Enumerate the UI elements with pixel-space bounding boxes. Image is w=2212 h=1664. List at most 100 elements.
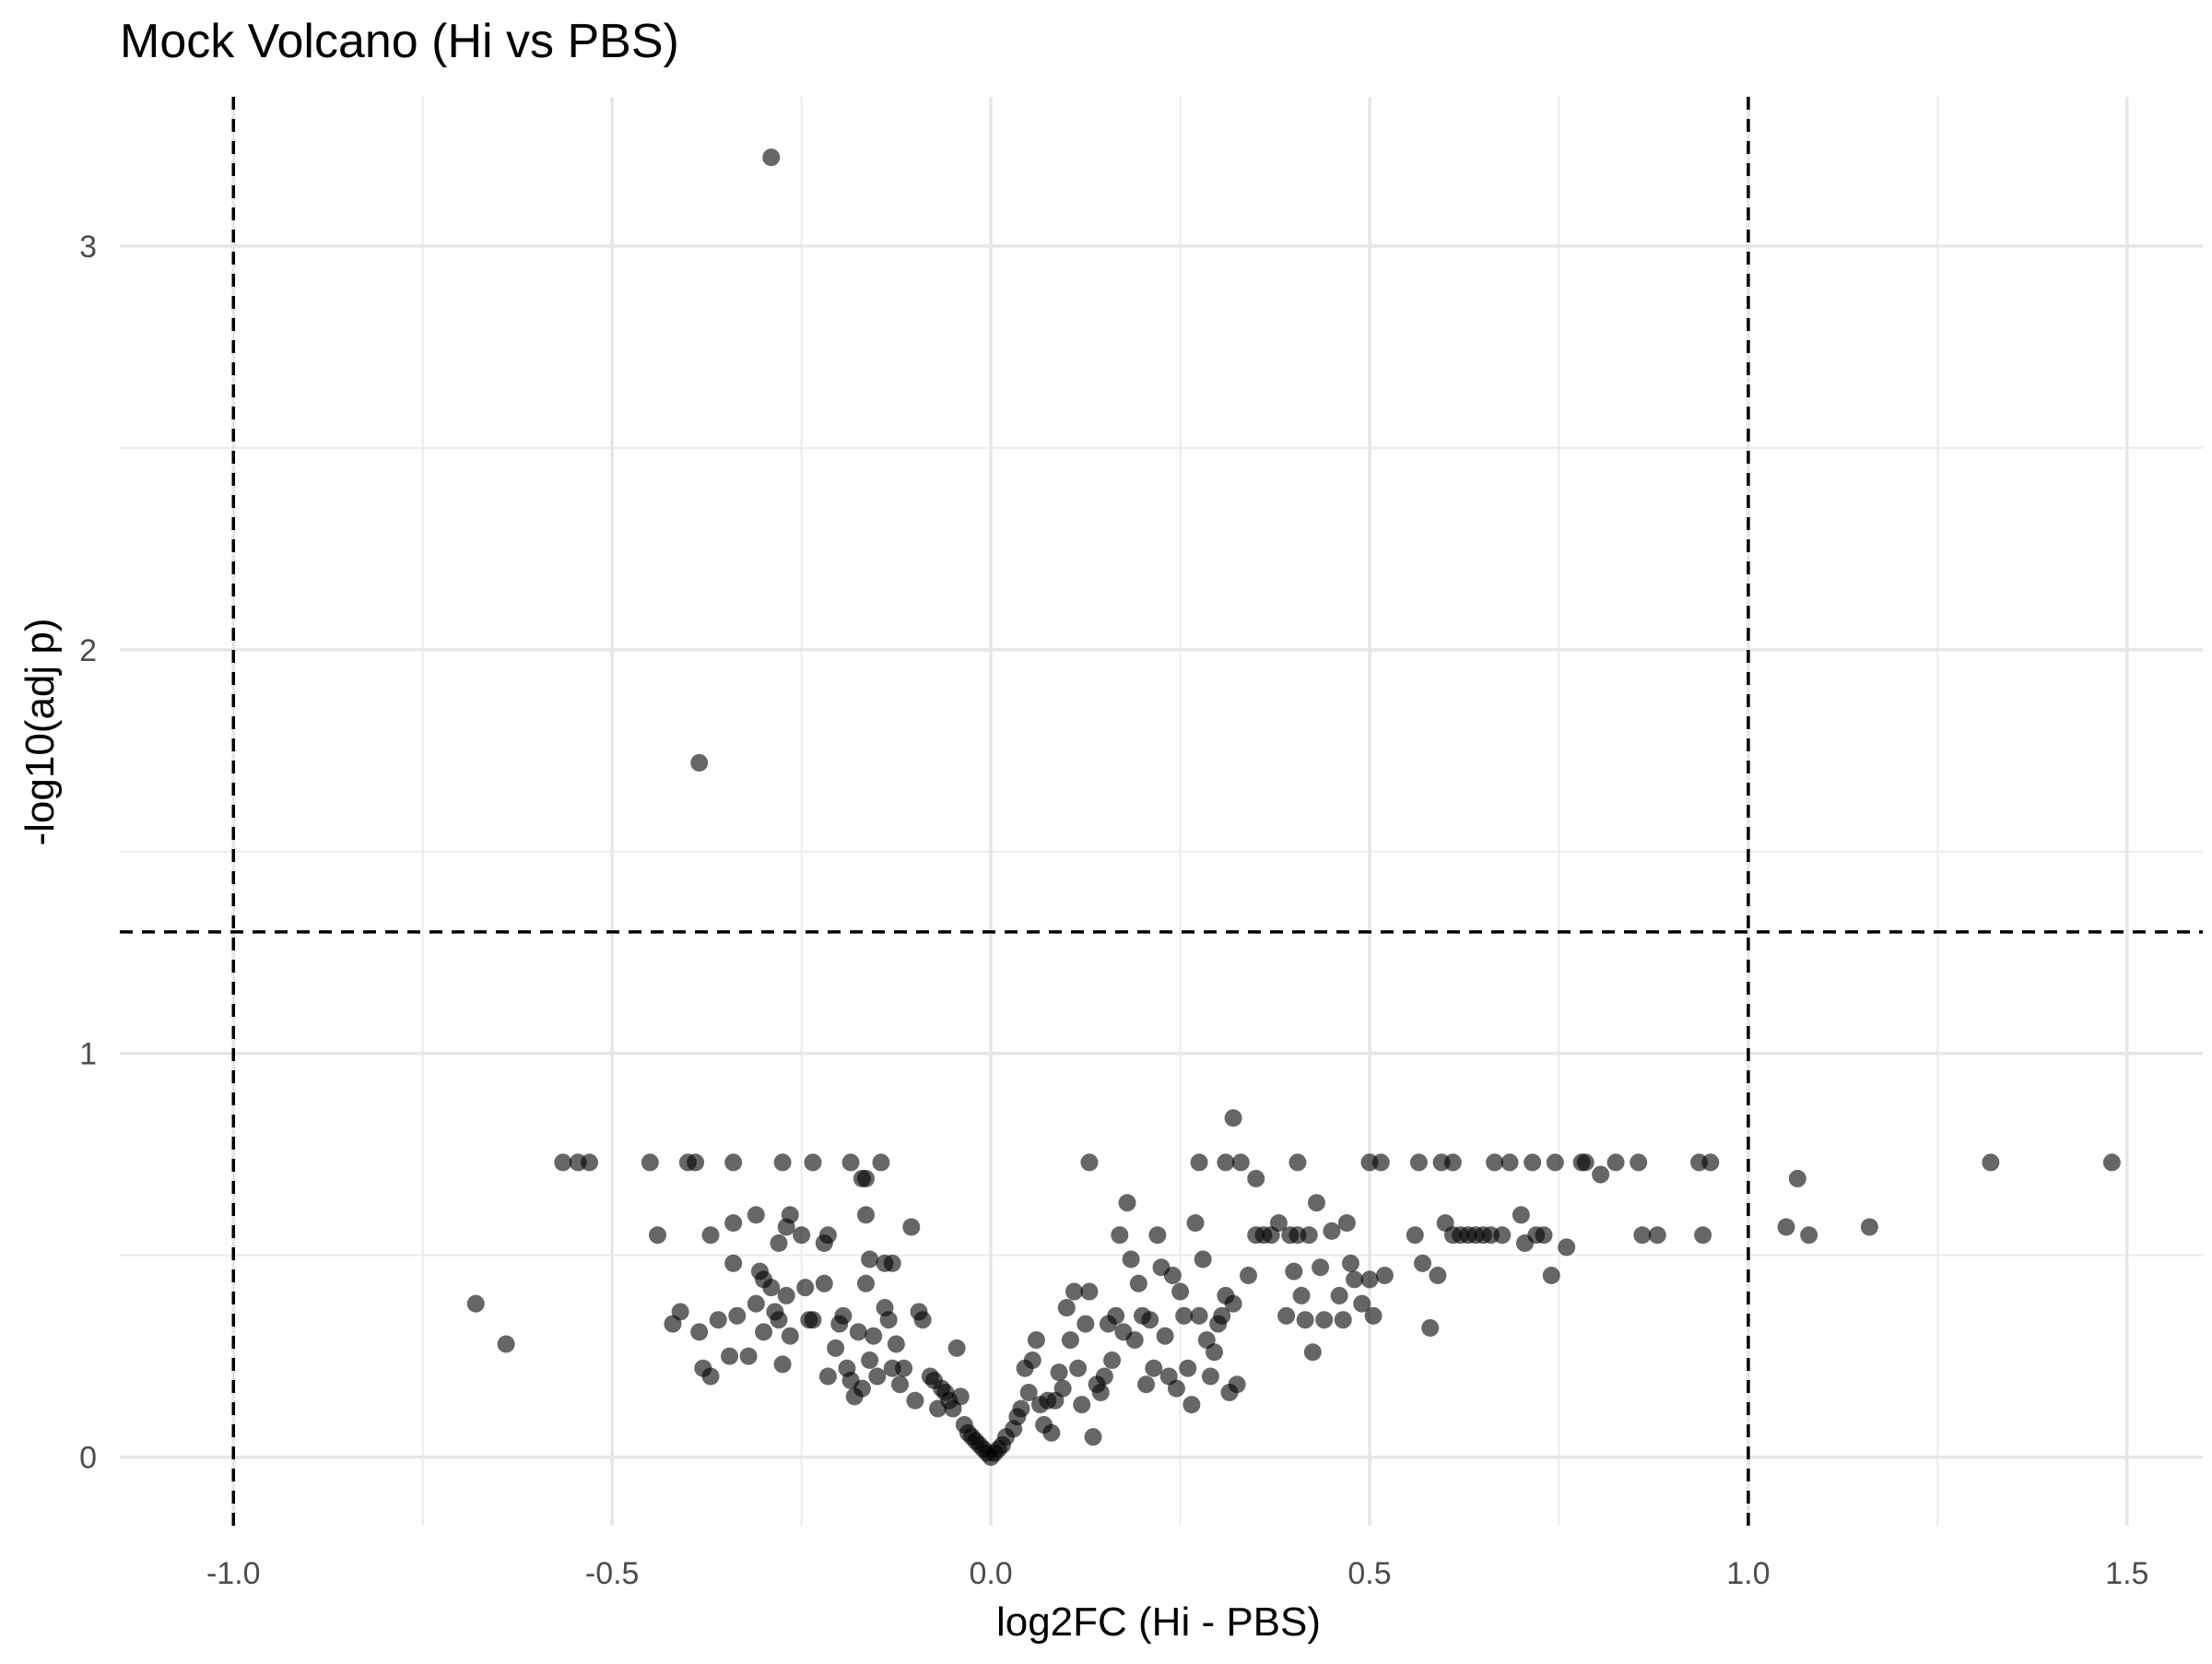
data-point: [1312, 1258, 1330, 1277]
data-point: [1179, 1359, 1197, 1377]
data-point: [1337, 1214, 1356, 1233]
data-point: [690, 753, 709, 772]
data-point: [861, 1250, 879, 1269]
data-point: [1224, 1109, 1242, 1127]
data-point: [1323, 1221, 1341, 1240]
data-point: [1296, 1311, 1314, 1329]
data-point: [1053, 1379, 1072, 1398]
data-point: [1217, 1153, 1235, 1172]
data-point: [1073, 1396, 1091, 1414]
data-point: [849, 1323, 867, 1341]
data-point: [1429, 1267, 1447, 1285]
data-point: [1012, 1399, 1030, 1418]
data-point: [762, 1279, 781, 1297]
data-point: [1122, 1250, 1140, 1269]
data-point: [1694, 1226, 1712, 1245]
data-point: [671, 1303, 689, 1321]
data-point: [641, 1153, 659, 1172]
y-tick-label: 0: [79, 1441, 97, 1476]
data-point: [777, 1286, 795, 1304]
x-tick-label: 0.0: [969, 1556, 1012, 1591]
data-point: [1019, 1384, 1038, 1402]
data-point: [1443, 1153, 1462, 1172]
data-point: [687, 1153, 705, 1172]
data-point: [1360, 1270, 1379, 1289]
data-point: [781, 1206, 799, 1224]
data-point: [1592, 1165, 1610, 1184]
data-point: [755, 1323, 773, 1341]
data-point: [1240, 1267, 1258, 1285]
data-point: [895, 1359, 913, 1377]
data-point: [1269, 1214, 1288, 1233]
data-point: [724, 1254, 743, 1272]
data-point: [781, 1327, 799, 1345]
data-point: [1512, 1206, 1530, 1224]
data-point: [1371, 1153, 1390, 1172]
x-axis-ticks: -1.0 -0.5 0.0 0.5 1.0 1.5: [206, 1556, 2148, 1591]
data-point: [804, 1311, 822, 1329]
data-point: [1353, 1294, 1371, 1313]
data-point: [856, 1169, 875, 1187]
data-point: [1330, 1286, 1348, 1304]
x-tick-label: -0.5: [585, 1556, 640, 1591]
data-point: [1050, 1363, 1068, 1382]
data-point: [906, 1391, 924, 1410]
x-axis-label: log2FC (Hi - PBS): [996, 1599, 1321, 1645]
data-point: [1194, 1250, 1212, 1269]
data-points: [466, 148, 2121, 1467]
data-point: [1080, 1282, 1099, 1301]
data-point: [1300, 1226, 1318, 1245]
data-point: [1103, 1351, 1122, 1369]
data-point: [581, 1153, 599, 1172]
data-point: [1077, 1315, 1095, 1333]
data-point: [1156, 1327, 1174, 1345]
data-point: [1334, 1311, 1352, 1329]
data-point: [1486, 1153, 1504, 1172]
data-point: [1315, 1311, 1334, 1329]
data-point: [1701, 1153, 1720, 1172]
data-point: [1175, 1306, 1194, 1325]
data-point: [1027, 1331, 1045, 1350]
data-point: [1341, 1254, 1359, 1272]
y-tick-label: 1: [79, 1037, 97, 1072]
data-point: [1061, 1331, 1079, 1350]
data-point: [1171, 1282, 1190, 1301]
data-point: [1125, 1331, 1144, 1350]
data-point: [872, 1153, 890, 1172]
data-point: [1630, 1153, 1648, 1172]
data-point: [1303, 1343, 1322, 1362]
data-point: [1292, 1286, 1311, 1304]
data-point: [868, 1367, 887, 1386]
data-point: [728, 1306, 747, 1325]
data-point: [841, 1153, 860, 1172]
data-point: [709, 1311, 727, 1329]
data-point: [804, 1153, 822, 1172]
data-point: [883, 1254, 901, 1272]
y-axis-ticks: 0 1 2 3: [79, 230, 97, 1476]
data-point: [1118, 1194, 1136, 1212]
data-point: [1190, 1306, 1208, 1325]
data-point: [497, 1335, 515, 1353]
data-point: [1167, 1379, 1185, 1398]
data-point: [2102, 1153, 2121, 1172]
data-point: [1145, 1359, 1163, 1377]
data-point: [1206, 1343, 1224, 1362]
data-point: [1213, 1306, 1231, 1325]
y-tick-label: 3: [79, 230, 97, 265]
data-point: [1091, 1384, 1110, 1402]
data-point: [1982, 1153, 2000, 1172]
data-point: [1307, 1194, 1325, 1212]
data-point: [834, 1306, 853, 1325]
data-point: [1148, 1226, 1167, 1245]
data-point: [701, 1226, 720, 1245]
data-point: [1182, 1396, 1201, 1414]
data-point: [1137, 1375, 1156, 1394]
data-point: [796, 1279, 815, 1297]
data-point: [815, 1274, 833, 1292]
data-point: [739, 1347, 758, 1365]
data-point: [1277, 1306, 1296, 1325]
x-tick-label: 0.5: [1347, 1556, 1391, 1591]
